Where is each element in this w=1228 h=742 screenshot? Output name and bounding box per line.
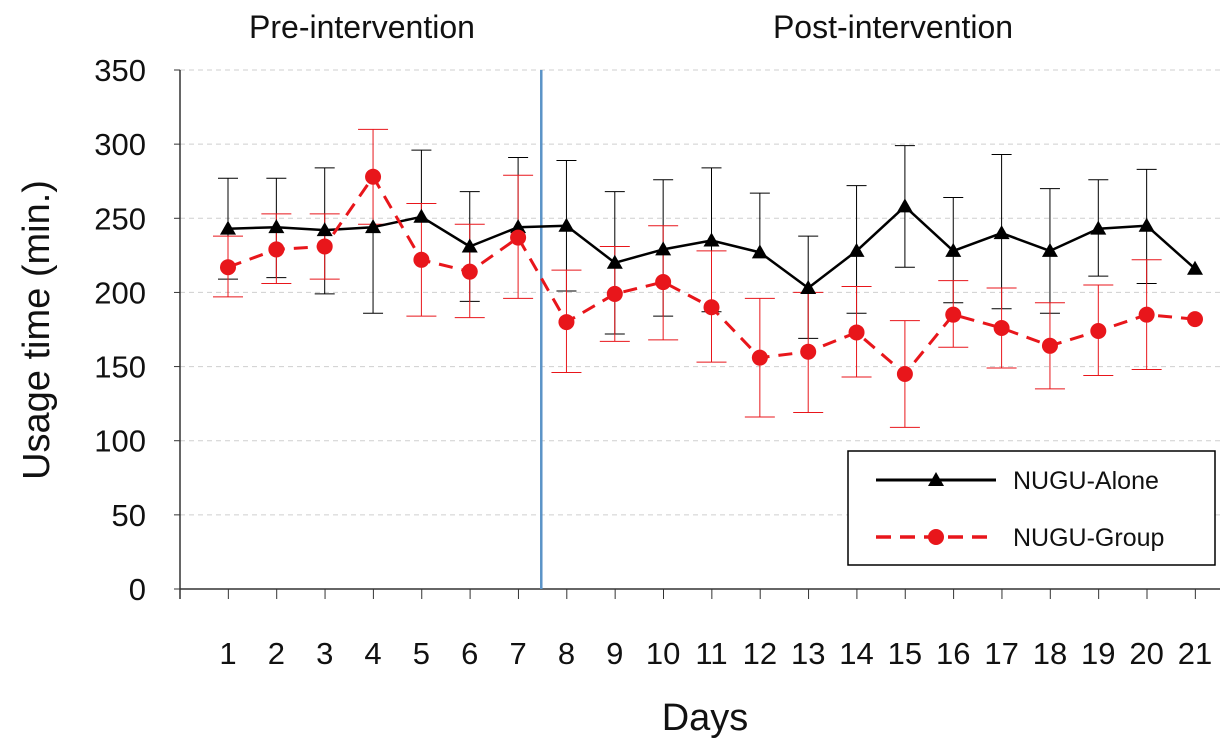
x-tick-label-7: 7	[509, 636, 526, 671]
x-tick-label-11: 11	[695, 636, 727, 671]
point-group-day-21	[1187, 311, 1203, 328]
point-group-day-18	[1041, 337, 1058, 354]
axes	[174, 69, 1220, 599]
y-tick-label-50: 50	[112, 498, 146, 533]
point-group-day-10	[655, 274, 672, 291]
y-axis-title: Usage time (min.)	[16, 180, 58, 480]
point-group-day-14	[848, 324, 865, 341]
point-group-day-5	[413, 251, 430, 268]
error-bars	[213, 128, 1162, 428]
section-label-post: Post-intervention	[773, 9, 1013, 45]
y-tick-label-0: 0	[129, 572, 146, 607]
point-alone-day-18	[1041, 242, 1058, 257]
point-alone-day-6	[461, 238, 478, 253]
x-tick-label-10: 10	[646, 636, 680, 671]
point-group-day-9	[606, 285, 623, 302]
x-tick-label-8: 8	[558, 636, 575, 671]
point-alone-day-19	[1090, 220, 1107, 235]
section-label-pre: Pre-intervention	[249, 9, 475, 45]
point-group-day-7	[510, 229, 527, 246]
point-group-day-2	[268, 241, 285, 258]
point-group-day-6	[461, 263, 478, 280]
x-tick-label-16: 16	[936, 636, 970, 671]
gridlines	[180, 69, 1220, 516]
point-alone-day-20	[1138, 217, 1155, 232]
point-group-day-19	[1090, 322, 1107, 339]
x-tick-label-21: 21	[1178, 636, 1212, 671]
x-tick-label-1: 1	[219, 636, 236, 671]
x-tick-label-4: 4	[364, 636, 381, 671]
x-tick-label-20: 20	[1129, 636, 1163, 671]
point-alone-day-21	[1187, 260, 1203, 275]
point-alone-day-16	[945, 242, 962, 257]
point-alone-day-14	[848, 242, 865, 257]
point-alone-day-2	[268, 219, 285, 234]
point-group-day-4	[365, 168, 382, 185]
point-alone-day-3	[316, 222, 333, 237]
point-group-day-13	[800, 343, 817, 360]
y-tick-label-250: 250	[94, 201, 146, 236]
point-alone-day-10	[655, 241, 672, 256]
x-tick-label-17: 17	[984, 636, 1018, 671]
x-tick-label-3: 3	[316, 636, 333, 671]
y-tick-label-100: 100	[94, 424, 146, 459]
x-tick-label-15: 15	[888, 636, 922, 671]
point-group-day-17	[993, 320, 1010, 337]
point-group-day-15	[896, 365, 913, 382]
x-tick-label-6: 6	[461, 636, 478, 671]
point-alone-day-15	[896, 198, 913, 213]
legend-triangle-marker	[928, 472, 944, 486]
x-tick-label-12: 12	[743, 636, 777, 671]
point-group-day-12	[751, 349, 768, 366]
point-alone-day-8	[558, 217, 575, 232]
point-group-day-11	[703, 299, 720, 316]
y-tick-label-200: 200	[94, 275, 146, 310]
point-alone-day-4	[365, 219, 382, 234]
legend-label-alone: NUGU-Alone	[1013, 467, 1159, 495]
x-tick-label-14: 14	[839, 636, 873, 671]
x-tick-label-19: 19	[1081, 636, 1115, 671]
point-alone-day-11	[703, 232, 720, 247]
x-tick-label-5: 5	[413, 636, 430, 671]
point-alone-day-12	[751, 244, 768, 259]
y-tick-label-300: 300	[94, 127, 146, 162]
point-alone-day-13	[800, 279, 817, 294]
x-tick-label-13: 13	[791, 636, 825, 671]
point-alone-day-9	[606, 254, 623, 269]
x-tick-label-9: 9	[606, 636, 623, 671]
point-group-day-1	[220, 259, 236, 276]
series	[220, 168, 1203, 382]
x-tick-label-2: 2	[268, 636, 285, 671]
legend-box	[847, 450, 1216, 566]
point-group-day-20	[1138, 306, 1155, 323]
point-group-day-8	[558, 314, 575, 331]
y-tick-label-350: 350	[94, 53, 146, 88]
x-tick-label-18: 18	[1033, 636, 1067, 671]
point-alone-day-17	[993, 225, 1010, 240]
point-group-day-16	[945, 306, 962, 323]
legend-label-group: NUGU-Group	[1013, 524, 1164, 552]
y-tick-label-150: 150	[94, 350, 146, 385]
legend-circle-marker	[928, 529, 944, 545]
point-group-day-3	[316, 238, 333, 255]
x-axis-title: Days	[662, 697, 749, 739]
point-alone-day-1	[220, 220, 236, 235]
point-alone-day-7	[510, 219, 527, 234]
point-alone-day-5	[413, 208, 430, 223]
legend: NUGU-Alone NUGU-Group	[847, 450, 1216, 566]
